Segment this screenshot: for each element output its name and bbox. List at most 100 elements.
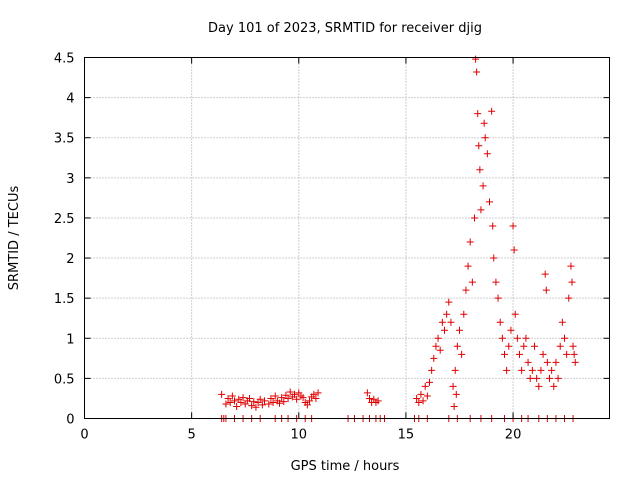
y-tick-label: 4 [66,92,74,107]
data-point [462,286,470,294]
data-point [248,402,256,410]
data-point [510,246,518,254]
data-point [256,395,264,403]
y-axis-label: SRMTID / TECUs [7,186,22,291]
data-point [438,318,446,326]
data-point [239,394,247,402]
data-point [480,119,488,127]
data-point [494,294,502,302]
data-point [451,366,459,374]
data-point [558,318,566,326]
data-point [526,374,534,382]
data-point [498,334,506,342]
data-point [471,214,478,222]
data-point [568,278,576,286]
data-point [479,182,487,190]
data-point [456,326,463,334]
data-point [280,398,288,406]
data-point [458,350,466,358]
data-point [366,394,373,402]
data-point [271,392,279,400]
data-point [363,389,371,397]
data-point [554,374,562,382]
data-point [419,397,427,405]
y-tick-label: 2 [66,252,74,267]
x-tick-label: 15 [398,428,415,443]
y-tick-label: 1.5 [54,292,75,307]
data-point [246,394,253,402]
data-point [552,358,560,366]
grid [84,57,610,419]
data-point [511,310,519,318]
data-point [501,350,508,358]
data-point [539,350,547,358]
data-point [428,366,436,374]
data-point [310,390,318,398]
data-point [571,358,579,366]
data-point [475,142,483,150]
data-point [218,390,226,398]
data-point [276,399,283,407]
data-point [473,68,481,76]
data-point [468,278,476,286]
data-point [563,350,571,358]
data-point [237,398,245,406]
data-point [312,394,320,402]
data-point [548,366,556,374]
data-point [531,342,538,350]
x-tick-label: 5 [188,428,196,443]
data-point [477,206,485,214]
data-point [261,397,268,405]
data-point [432,342,440,350]
data-point [546,374,553,382]
data-point [474,110,482,118]
data-point [445,298,453,306]
data-point [222,400,230,408]
data-point [278,394,286,402]
x-axis-label: GPS time / hours [291,459,400,474]
data-point [293,395,301,403]
data-point [417,390,425,398]
data-point [443,310,451,318]
data-point [286,388,294,396]
data-point [556,342,564,350]
data-point [265,400,273,408]
data-point [513,334,521,342]
data-point [476,166,484,174]
data-point [413,394,421,402]
data-point [561,334,568,342]
data-point [509,222,517,230]
data-point [226,398,234,406]
data-point [567,262,575,270]
data-point [516,350,523,358]
data-point [565,294,573,302]
data-point [569,342,577,350]
data-point [436,346,444,354]
data-point [537,366,545,374]
data-point [464,262,472,270]
data-point [533,374,541,382]
data-point [524,358,532,366]
y-tick-label: 4.5 [54,52,75,67]
data-point [231,397,238,405]
data-point [518,366,526,374]
data-point [314,389,322,397]
data-point [541,270,549,278]
data-point [483,150,491,158]
y-tick-label: 0.5 [54,372,75,387]
y-tick-label: 0 [66,413,74,428]
data-point [303,401,311,409]
data-point [505,342,513,350]
data-point [267,394,275,402]
x-tick-label: 10 [291,428,308,443]
x-tick-label: 0 [80,428,88,443]
data-point [520,342,528,350]
data-point [421,382,429,390]
data-point [250,398,258,406]
data-point [299,394,307,402]
data-point [374,397,382,405]
data-point [449,382,457,390]
data-point [492,278,500,286]
data-point [503,366,511,374]
